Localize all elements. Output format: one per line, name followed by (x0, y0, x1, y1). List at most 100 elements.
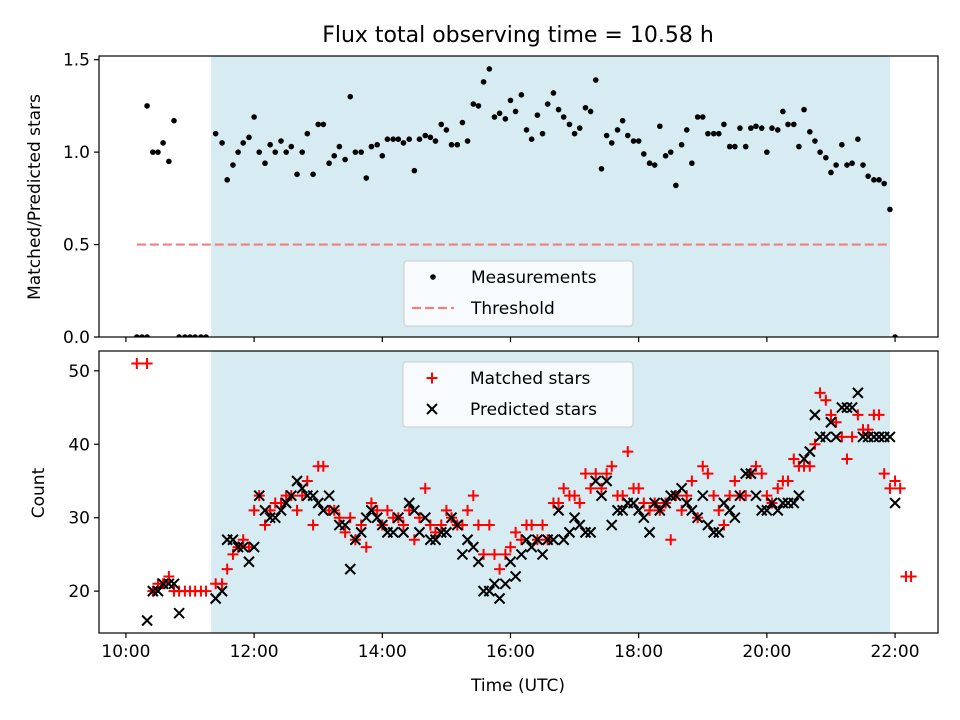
data-point (616, 504, 629, 517)
data-point (681, 497, 693, 509)
data-point (764, 149, 770, 155)
data-point (887, 206, 893, 213)
data-point (192, 334, 198, 337)
data-point (163, 578, 175, 590)
data-point (278, 138, 284, 144)
data-point (657, 123, 663, 130)
data-point (905, 570, 917, 582)
data-point (141, 357, 153, 369)
data-point (310, 171, 316, 178)
data-point (670, 489, 682, 502)
data-point (801, 106, 807, 113)
legend-label: Predicted stars (470, 400, 597, 420)
data-point (411, 167, 418, 174)
data-point (504, 541, 516, 553)
data-point (152, 585, 164, 597)
data-point (777, 497, 789, 509)
data-point (349, 534, 362, 546)
data-point (333, 512, 345, 524)
legend-label: Matched stars (470, 369, 590, 389)
data-point (630, 138, 637, 144)
data-point (413, 526, 426, 539)
data-point (427, 134, 434, 141)
data-point (147, 585, 159, 597)
data-point (467, 541, 480, 553)
data-point (745, 467, 757, 480)
data-point (807, 128, 813, 135)
data-point (715, 130, 722, 137)
data-point (750, 460, 762, 472)
data-point (889, 497, 901, 509)
y-tick-label: 0.5 (63, 236, 90, 256)
data-point (235, 149, 241, 155)
data-point (280, 497, 292, 509)
data-point (443, 127, 450, 133)
data-point (200, 585, 212, 597)
data-point (355, 526, 367, 539)
data-point (878, 468, 890, 480)
data-point (365, 497, 377, 509)
data-point (750, 489, 762, 502)
data-point (592, 77, 599, 83)
data-point (352, 149, 359, 155)
data-point (601, 468, 613, 480)
data-point (408, 534, 420, 546)
data-point (408, 504, 421, 517)
data-point (876, 177, 882, 183)
data-point (614, 127, 621, 133)
legend-box (403, 260, 634, 327)
top-panel: 0.0 0.5 1.0 1.5 Measurements Threshold (63, 51, 939, 348)
data-point (830, 416, 842, 428)
data-point (288, 143, 295, 150)
data-point (507, 97, 514, 104)
data-point (817, 149, 823, 155)
data-point (176, 334, 182, 337)
x-tick-label: 14:00 (358, 642, 407, 662)
data-point (526, 519, 538, 531)
data-point (461, 534, 474, 546)
data-point (168, 578, 180, 590)
data-point (611, 504, 624, 517)
data-point (480, 79, 487, 85)
data-point (173, 607, 185, 619)
data-point (823, 154, 829, 161)
data-point (435, 519, 447, 531)
data-point (622, 446, 634, 458)
data-point (459, 119, 466, 126)
x-tick-label: 10:00 (101, 642, 150, 662)
data-point (644, 504, 656, 516)
data-point (445, 511, 458, 524)
data-point (363, 175, 370, 181)
data-point (579, 526, 592, 539)
data-point (841, 401, 853, 414)
legend-marker (430, 274, 436, 280)
series-1 (141, 387, 901, 627)
data-point (419, 511, 431, 524)
legend-label: Threshold (470, 299, 555, 319)
data-point (585, 482, 597, 494)
data-point (539, 130, 546, 137)
data-point (390, 136, 396, 142)
data-point (697, 489, 709, 502)
data-point (772, 504, 784, 517)
data-point (467, 490, 479, 502)
data-point (873, 431, 885, 443)
series-0 (134, 66, 898, 337)
data-point (761, 490, 773, 502)
data-point (537, 519, 549, 531)
data-point (772, 482, 784, 494)
data-point (862, 424, 874, 436)
data-point (782, 475, 794, 487)
data-point (841, 453, 853, 465)
data-point (248, 541, 260, 553)
data-point (528, 136, 535, 142)
data-point (134, 334, 140, 337)
data-point (160, 140, 166, 146)
data-point (358, 149, 364, 155)
data-point (718, 497, 730, 509)
data-point (523, 127, 530, 133)
legend: Matched stars Predicted stars (402, 361, 634, 428)
data-point (665, 534, 677, 546)
x-tick-label: 12:00 (230, 642, 279, 662)
data-point (456, 519, 468, 531)
